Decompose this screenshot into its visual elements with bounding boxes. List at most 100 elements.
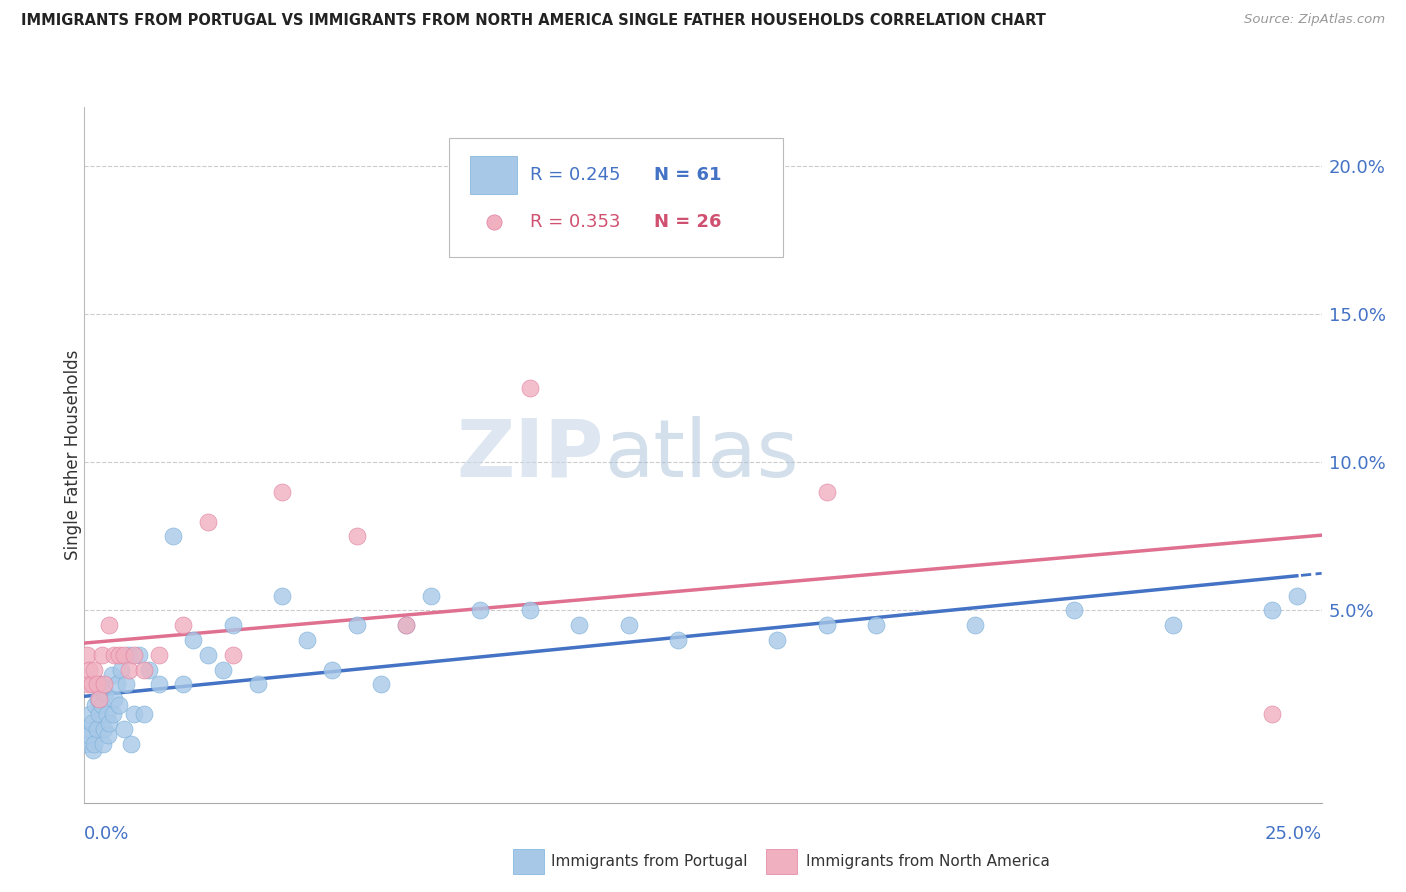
Point xyxy=(112,648,135,662)
Point xyxy=(271,484,294,499)
Point xyxy=(89,692,111,706)
Point xyxy=(128,648,150,662)
Point xyxy=(222,648,245,662)
Y-axis label: Single Father Households: Single Father Households xyxy=(65,350,82,560)
Point xyxy=(86,677,108,691)
Point xyxy=(96,706,118,721)
Point xyxy=(101,706,124,721)
Point xyxy=(295,632,318,647)
Point xyxy=(115,677,138,691)
Point xyxy=(815,484,838,499)
Point xyxy=(86,722,108,736)
Point xyxy=(1285,589,1308,603)
Point xyxy=(172,618,194,632)
Point xyxy=(120,737,142,751)
Point xyxy=(246,677,269,691)
Point xyxy=(1063,603,1085,617)
Point xyxy=(172,677,194,691)
Text: R = 0.245: R = 0.245 xyxy=(530,166,620,184)
Text: 25.0%: 25.0% xyxy=(1264,825,1322,843)
Point xyxy=(1161,618,1184,632)
Text: Source: ZipAtlas.com: Source: ZipAtlas.com xyxy=(1244,13,1385,27)
Point xyxy=(197,515,219,529)
Point xyxy=(162,529,184,543)
Point xyxy=(370,677,392,691)
Point xyxy=(91,737,114,751)
Point xyxy=(77,677,100,691)
Text: ZIP: ZIP xyxy=(457,416,605,494)
Point xyxy=(83,737,105,751)
Text: R = 0.353: R = 0.353 xyxy=(530,213,620,231)
Point xyxy=(122,706,145,721)
Point xyxy=(815,618,838,632)
Text: N = 26: N = 26 xyxy=(654,213,721,231)
Point xyxy=(76,737,98,751)
Point xyxy=(80,677,103,691)
Point xyxy=(79,728,101,742)
Point xyxy=(148,677,170,691)
Point xyxy=(93,677,115,691)
Point xyxy=(80,715,103,730)
Point xyxy=(132,663,155,677)
Point xyxy=(90,648,112,662)
Point xyxy=(112,722,135,736)
Point xyxy=(568,618,591,632)
Text: Immigrants from North America: Immigrants from North America xyxy=(806,855,1049,869)
Point xyxy=(89,677,111,691)
FancyBboxPatch shape xyxy=(450,138,783,257)
Point xyxy=(212,663,235,677)
Bar xyxy=(471,156,517,194)
Point xyxy=(321,663,343,677)
Point xyxy=(98,715,121,730)
Point xyxy=(82,742,104,756)
Point xyxy=(90,698,112,712)
Point xyxy=(865,618,887,632)
Point xyxy=(222,618,245,632)
Point xyxy=(110,663,132,677)
Text: N = 61: N = 61 xyxy=(654,166,721,184)
Point xyxy=(122,648,145,662)
Text: IMMIGRANTS FROM PORTUGAL VS IMMIGRANTS FROM NORTH AMERICA SINGLE FATHER HOUSEHOL: IMMIGRANTS FROM PORTUGAL VS IMMIGRANTS F… xyxy=(21,13,1046,29)
Point xyxy=(271,589,294,603)
Point xyxy=(79,706,101,721)
Point xyxy=(79,663,101,677)
Point xyxy=(98,618,121,632)
Point xyxy=(181,632,204,647)
Point xyxy=(197,648,219,662)
Point xyxy=(470,603,492,617)
Point xyxy=(83,663,105,677)
Point xyxy=(965,618,987,632)
Point xyxy=(132,706,155,721)
Text: 0.0%: 0.0% xyxy=(84,825,129,843)
Point xyxy=(100,668,122,682)
Point xyxy=(346,618,368,632)
Point xyxy=(94,686,117,700)
Point xyxy=(118,648,141,662)
Point xyxy=(419,589,441,603)
Text: atlas: atlas xyxy=(605,416,799,494)
Point xyxy=(97,728,120,742)
Point xyxy=(346,529,368,543)
Point xyxy=(108,698,131,712)
Point xyxy=(617,618,640,632)
Point xyxy=(666,632,689,647)
Point xyxy=(138,663,160,677)
Point xyxy=(1261,706,1284,721)
Point xyxy=(89,706,111,721)
Point xyxy=(105,677,128,691)
Point xyxy=(103,692,125,706)
Point xyxy=(766,632,789,647)
Point xyxy=(108,648,131,662)
Point xyxy=(77,722,100,736)
Point xyxy=(93,722,115,736)
Point xyxy=(395,618,418,632)
Point xyxy=(90,726,112,740)
Point xyxy=(103,648,125,662)
Point xyxy=(87,692,110,706)
Point xyxy=(395,618,418,632)
Point xyxy=(519,381,541,395)
Point xyxy=(1261,603,1284,617)
Point xyxy=(519,603,541,617)
Text: Immigrants from Portugal: Immigrants from Portugal xyxy=(551,855,748,869)
Point xyxy=(84,698,107,712)
